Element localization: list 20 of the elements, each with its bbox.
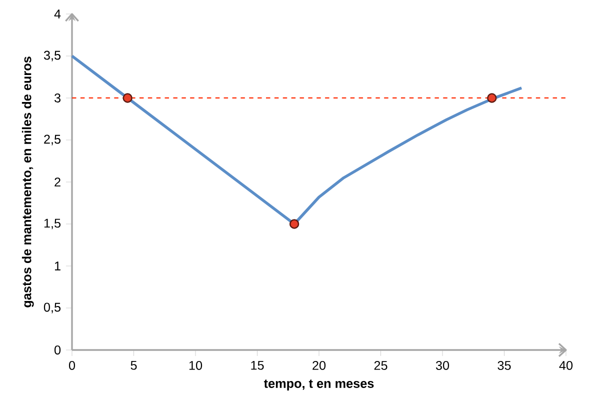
x-tick-label: 0 xyxy=(68,360,76,370)
y-tick-label: 0 xyxy=(54,346,61,354)
y-tick-label: 1 xyxy=(54,262,60,270)
y-tick-label: 2,5 xyxy=(44,134,61,146)
x-tick-label: 25 xyxy=(374,360,388,370)
x-tick-label: 10 xyxy=(189,360,202,370)
y-tick-label: 4 xyxy=(54,10,61,18)
y-tick-label: 1,5 xyxy=(44,218,61,230)
y-tick-label: 0,5 xyxy=(44,302,61,314)
y-tick-label: 3 xyxy=(54,94,60,102)
x-tick-label: 40 xyxy=(559,360,573,370)
x-axis-title: tempo, t en meses xyxy=(264,380,374,390)
x-tick-label: 30 xyxy=(436,360,450,370)
y-tick-label: 2 xyxy=(54,178,60,186)
x-tick-label: 15 xyxy=(251,360,264,370)
x-tick-label: 5 xyxy=(130,360,137,370)
y-tick-label: 3,5 xyxy=(44,50,61,62)
x-tick-label: 20 xyxy=(312,360,326,370)
y-axis-title: gastos de mantemento, en miles de euros xyxy=(22,56,34,308)
x-tick-label: 35 xyxy=(498,360,511,370)
